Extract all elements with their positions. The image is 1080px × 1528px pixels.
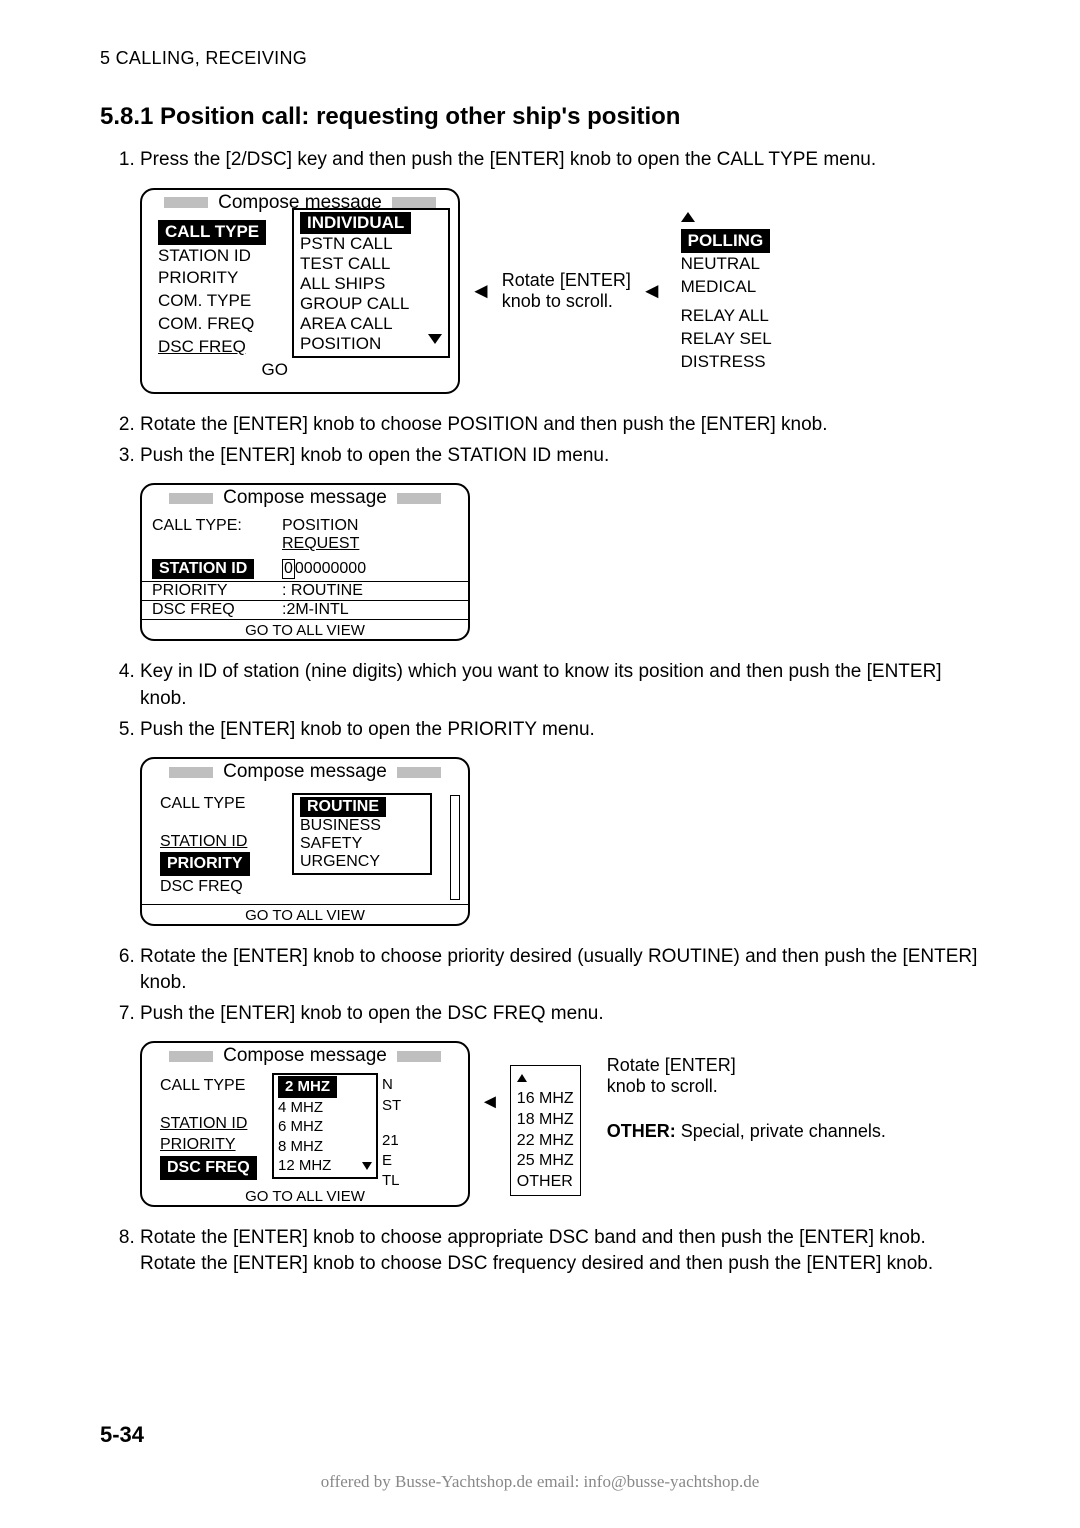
panel3-title: Compose message (223, 761, 387, 783)
panel4-of-3: 25 MHZ (517, 1151, 574, 1172)
panel2-r3-r: :2M-INTL (282, 601, 349, 619)
panel4-of-1: 18 MHZ (517, 1110, 574, 1131)
panel2-r0-r1: POSITION (282, 517, 359, 535)
panel1-right-4: RELAY ALL (681, 305, 772, 328)
panel4-of-2: 22 MHZ (517, 1131, 574, 1152)
panel2-r0-l: CALL TYPE: (152, 517, 282, 553)
tri-down-icon-2 (362, 1162, 372, 1170)
panel2-title: Compose message (223, 487, 387, 509)
panel3-dd-2: SAFETY (300, 835, 424, 853)
figure-4: Compose message CALL TYPE STATION ID PRI… (140, 1041, 980, 1206)
section-title: 5.8.1 Position call: requesting other sh… (100, 103, 980, 131)
panel3-l0: CALL TYPE (160, 793, 296, 815)
step-1: Press the [2/DSC] key and then push the … (140, 147, 980, 174)
panel3-dd-3: URGENCY (300, 853, 424, 871)
arrow-left-icon: ◄ (470, 278, 492, 304)
panel1-dd-4: GROUP CALL (300, 294, 442, 314)
panel1-dd-0: INDIVIDUAL (300, 212, 411, 234)
panel3-dd-1: BUSINESS (300, 817, 424, 835)
step-6: Rotate the [ENTER] knob to choose priori… (140, 944, 980, 997)
panel4-l3: PRIORITY (160, 1134, 280, 1156)
panel1-right-1: NEUTRAL (681, 253, 772, 276)
panel4-dd-3: 8 MHZ (278, 1137, 372, 1157)
page-footer: offered by Busse-Yachtshop.de email: inf… (0, 1472, 1080, 1492)
panel1-right-0: POLLING (681, 229, 771, 254)
panel1-left-4: COM. FREQ (158, 313, 288, 336)
panel4-l0: CALL TYPE (160, 1075, 280, 1097)
panel4-pr-3: 21 (382, 1131, 401, 1151)
panel4-title: Compose message (223, 1045, 387, 1067)
panel4-dd-1: 4 MHZ (278, 1098, 372, 1118)
step-3: Push the [ENTER] knob to open the STATIO… (140, 443, 980, 470)
panel1-right-6: DISTRESS (681, 351, 772, 374)
step-4: Key in ID of station (nine digits) which… (140, 659, 980, 712)
page-header: 5 CALLING, RECEIVING (100, 48, 980, 69)
tri-down-icon (428, 334, 442, 344)
page-number: 5-34 (100, 1422, 144, 1448)
panel4-l4: DSC FREQ (160, 1156, 257, 1180)
step-8: Rotate the [ENTER] knob to choose approp… (140, 1225, 980, 1278)
panel1-dd-6: POSITION (300, 334, 381, 354)
panel4-dd-2: 6 MHZ (278, 1117, 372, 1137)
panel4-pr-4: E (382, 1151, 401, 1171)
figure-1: Compose message CALL TYPE STATION ID PRI… (140, 188, 980, 395)
panel2-r1-l: STATION ID (152, 559, 254, 579)
tri-up-icon (681, 212, 695, 222)
figure-3: Compose message CALL TYPE STATION ID PRI… (140, 757, 980, 925)
panel1-dd-2: TEST CALL (300, 254, 442, 274)
panel3-dd-0: ROUTINE (300, 797, 386, 817)
panel4-dd-0: 2 MHZ (278, 1076, 337, 1098)
panel2-r1-r: 00000000 (295, 560, 366, 577)
panel3-goto: GO TO ALL VIEW (142, 904, 468, 924)
step-5: Push the [ENTER] knob to open the PRIORI… (140, 717, 980, 744)
arrow-left-icon-2: ◄ (641, 278, 663, 304)
panel2-r3-l: DSC FREQ (152, 601, 282, 619)
panel3-l4: DSC FREQ (160, 876, 296, 898)
panel2-r0-r2: REQUEST (282, 535, 359, 553)
step-2: Rotate the [ENTER] knob to choose POSITI… (140, 412, 980, 439)
panel4-knob-note2: knob to scroll. (607, 1076, 886, 1097)
panel1-left-5: DSC FREQ (158, 336, 288, 359)
panel4-knob-note1: Rotate [ENTER] (607, 1055, 886, 1076)
panel2-r2-l: PRIORITY (152, 582, 282, 600)
panel1-left-1: STATION ID (158, 245, 288, 268)
panel1-left-2: PRIORITY (158, 267, 288, 290)
step-7: Push the [ENTER] knob to open the DSC FR… (140, 1001, 980, 1028)
panel4-dd-4: 12 MHZ (278, 1156, 331, 1176)
panel4-pr-5: TL (382, 1171, 401, 1191)
panel3-l2: STATION ID (160, 831, 296, 853)
panel1-right-2: MEDICAL (681, 276, 772, 299)
panel4-other-rest: Special, private channels. (676, 1121, 886, 1141)
figure-2: Compose message CALL TYPE: POSITION REQU… (140, 483, 980, 641)
panel4-goto: GO TO ALL VIEW (142, 1186, 468, 1205)
panel4-other-bold: OTHER: (607, 1121, 676, 1141)
panel1-dd-1: PSTN CALL (300, 234, 442, 254)
panel4-pr-0: N (382, 1075, 401, 1095)
panel4-l2: STATION ID (160, 1113, 280, 1135)
panel1-right-5: RELAY SEL (681, 328, 772, 351)
panel1-left-3: COM. TYPE (158, 290, 288, 313)
panel1-dd-5: AREA CALL (300, 314, 442, 334)
panel2-r2-r: : ROUTINE (282, 582, 363, 600)
panel4-of-4: OTHER (517, 1172, 574, 1193)
panel4-of-0: 16 MHZ (517, 1089, 574, 1110)
arrow-left-icon-3: ◄ (480, 1091, 500, 1114)
tri-up-icon-2 (517, 1074, 527, 1082)
panel3-l3: PRIORITY (160, 852, 250, 876)
panel4-pr-1: ST (382, 1096, 401, 1116)
panel2-goto: GO TO ALL VIEW (142, 619, 468, 639)
panel1-knob-note: Rotate [ENTER] knob to scroll. (502, 270, 631, 312)
panel1-left-calltype: CALL TYPE (158, 220, 266, 245)
panel1-left-6: GO (158, 359, 288, 382)
panel1-dd-3: ALL SHIPS (300, 274, 442, 294)
